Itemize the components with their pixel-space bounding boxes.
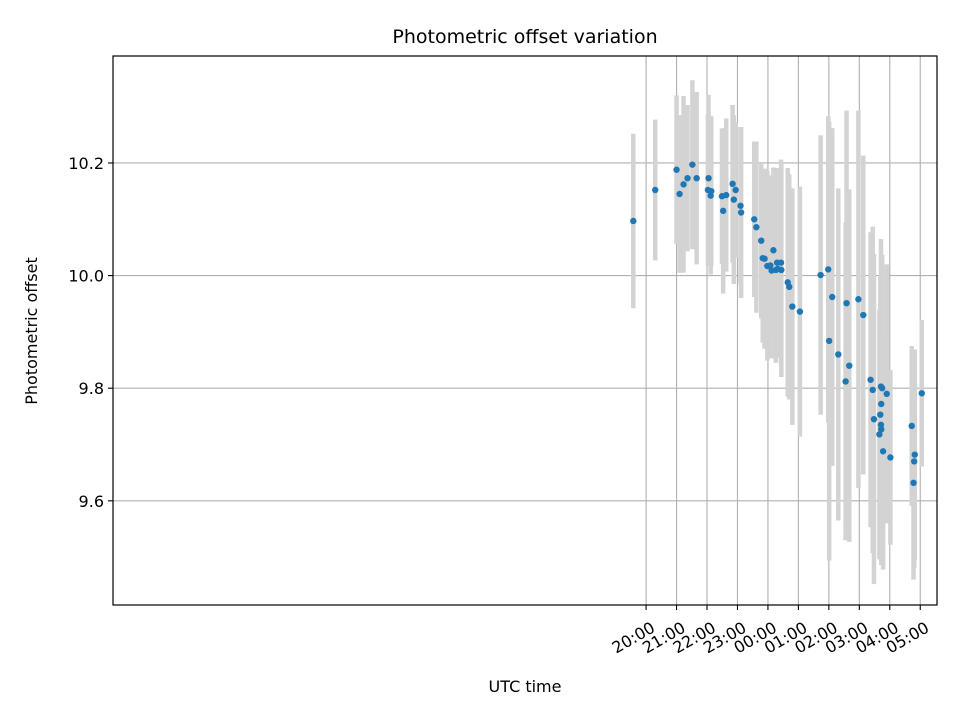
data-point [867, 376, 874, 383]
data-point [652, 186, 659, 194]
y-tick-label: 10.0 [68, 267, 104, 286]
plot-frame [112, 55, 938, 606]
y-tick-label: 10.2 [68, 154, 104, 173]
data-point [918, 390, 925, 397]
data-point [676, 190, 683, 198]
grid [113, 56, 937, 605]
y-tick-label: 9.8 [79, 379, 104, 398]
data-point [817, 271, 824, 279]
data-point [869, 386, 876, 394]
y-tick-label: 9.6 [79, 492, 104, 511]
data-point [705, 174, 712, 182]
data-point [878, 385, 886, 392]
data-point [753, 223, 760, 231]
data-point [693, 174, 700, 182]
data-point [825, 266, 832, 273]
data-point [758, 237, 765, 244]
data-point [877, 411, 884, 418]
data-point [879, 448, 887, 455]
data-point [829, 293, 836, 301]
data-point [796, 308, 804, 315]
data-point [870, 415, 878, 423]
data-point [673, 166, 680, 173]
data-point [778, 266, 785, 274]
chart-title: Photometric offset variation [392, 26, 657, 48]
data-points [630, 161, 925, 487]
y-axis-ticks: 9.6 9.8 10.0 10.2 [68, 154, 113, 511]
y-axis-label: Photometric offset [22, 257, 41, 405]
data-point [719, 207, 727, 215]
data-point [887, 454, 894, 461]
data-point [761, 255, 768, 262]
data-point [689, 161, 696, 168]
data-point [883, 390, 890, 398]
data-point [911, 451, 918, 458]
data-point [730, 196, 738, 203]
data-point [876, 431, 883, 438]
data-point [908, 422, 915, 430]
data-point [767, 262, 774, 269]
data-point [723, 191, 730, 199]
data-point [737, 202, 744, 209]
data-point [910, 479, 917, 487]
data-point [751, 216, 758, 223]
data-point [835, 351, 842, 358]
data-point [855, 296, 862, 303]
data-point [825, 337, 833, 345]
data-point [878, 400, 885, 408]
data-point [786, 283, 793, 291]
data-point [846, 362, 853, 369]
data-point [680, 181, 687, 188]
data-point [732, 186, 739, 194]
data-point [770, 247, 777, 254]
data-point [630, 217, 637, 225]
data-point [684, 174, 691, 182]
data-point [860, 311, 867, 319]
data-point [842, 378, 849, 385]
data-point [777, 259, 785, 266]
x-axis-ticks: 20:0021:0022:0023:0000:0001:0002:0003:00… [609, 605, 932, 657]
data-point [729, 180, 736, 188]
x-axis-label: UTC time [489, 677, 562, 696]
data-point [737, 209, 745, 216]
data-point [910, 458, 918, 465]
data-point [878, 426, 885, 433]
data-point [789, 303, 796, 310]
data-point [843, 299, 850, 307]
data-point [708, 187, 715, 195]
